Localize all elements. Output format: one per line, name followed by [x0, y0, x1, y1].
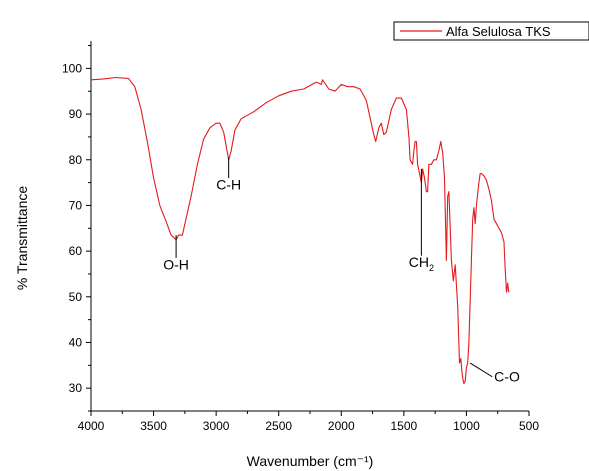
series-layer	[90, 76, 510, 385]
legend-label: Alfa Selulosa TKS	[446, 24, 551, 39]
series-line	[90, 76, 510, 385]
x-axis-title: Wavenumber (cm⁻¹)	[247, 453, 374, 469]
annotation-label: C-O	[494, 368, 520, 384]
annotation-layer: O-H C-H CH2 C-O	[163, 157, 520, 384]
annotation-marker	[469, 362, 493, 378]
y-tick-label: 70	[69, 198, 83, 212]
annotation-subscript: 2	[429, 263, 434, 273]
x-tick-label: 3000	[203, 419, 230, 433]
y-tick-label: 30	[69, 381, 83, 395]
y-tick-label: 50	[69, 290, 83, 304]
annotation-label: C-H	[216, 176, 241, 192]
y-tick-label: 100	[62, 61, 82, 75]
legend-box	[393, 21, 589, 41]
legend: Alfa Selulosa TKS	[393, 21, 589, 41]
x-tick-label: 4000	[78, 419, 105, 433]
x-tick-label: 2500	[265, 419, 292, 433]
x-tick-label: 2000	[328, 419, 355, 433]
x-tick-label: 3500	[140, 419, 167, 433]
annotation-label: CH2	[409, 254, 434, 273]
x-tick-label: 1500	[391, 419, 418, 433]
x-tick-label: 500	[519, 419, 539, 433]
y-tick-label: 40	[69, 335, 83, 349]
y-tick-label: 80	[69, 153, 83, 167]
y-tick-label: 60	[69, 244, 83, 258]
x-tick-label: 1000	[453, 419, 480, 433]
annotation-label: O-H	[163, 256, 189, 272]
axes: 4000 3500 3000 2500 2000 1500 1000 500 30 40 50 60 7…	[62, 41, 539, 433]
y-tick-label: 90	[69, 107, 83, 121]
y-axis-title: % Transmittance	[14, 186, 30, 290]
